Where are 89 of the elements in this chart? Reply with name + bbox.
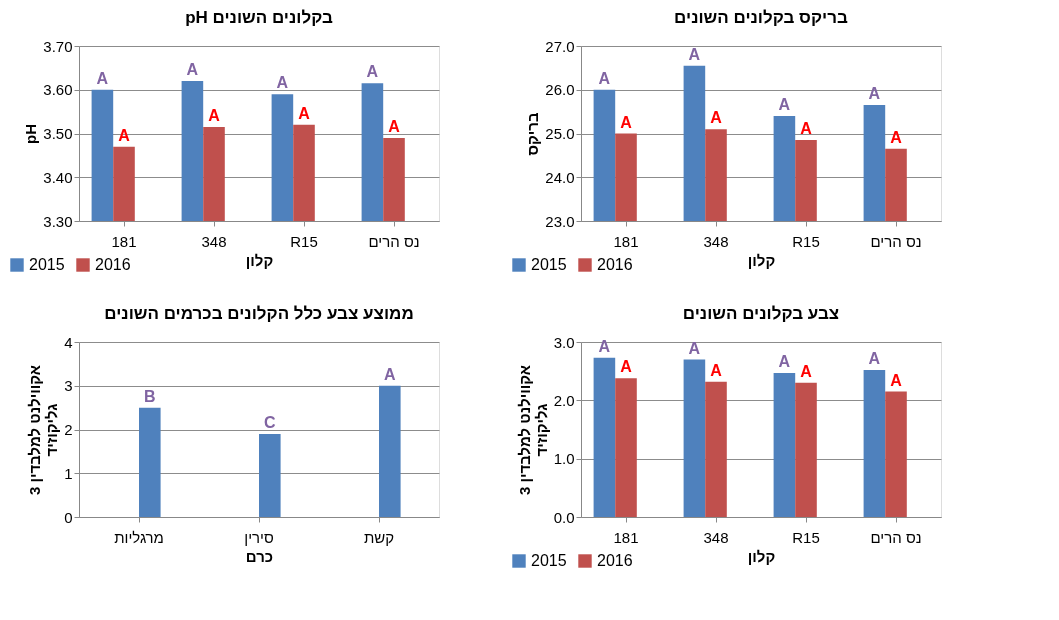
data-label: A xyxy=(890,371,903,389)
x-tick-label: 181 xyxy=(613,528,639,546)
bar xyxy=(615,378,637,517)
data-label: B xyxy=(144,387,156,405)
y-tick-label: 3.30 xyxy=(43,212,73,230)
x-tick-label: 348 xyxy=(201,232,227,250)
data-label: A xyxy=(868,350,881,367)
x-tick-label: סירין xyxy=(244,528,274,546)
y-axis-title: בריקס xyxy=(524,112,542,156)
data-label: A xyxy=(778,352,791,370)
data-label: A xyxy=(298,104,311,122)
bar xyxy=(139,407,161,517)
y-tick-label: 3.50 xyxy=(43,125,73,142)
data-label: A xyxy=(276,74,289,92)
chart-title: צבע בקלונים השונים xyxy=(682,304,840,323)
data-label: C xyxy=(264,413,277,431)
bar xyxy=(705,381,727,517)
legend-label: 2015 xyxy=(531,256,567,273)
x-axis-title: קלון xyxy=(245,251,274,269)
data-label: A xyxy=(620,358,633,376)
data-label: A xyxy=(598,69,611,87)
data-label: A xyxy=(688,45,701,63)
x-axis-title: קלון xyxy=(747,547,776,565)
data-label: A xyxy=(688,339,701,357)
x-axis-title: כרם xyxy=(245,547,274,565)
bar xyxy=(683,359,706,517)
x-tick-label: 348 xyxy=(703,528,729,546)
y-axis-title: pH xyxy=(22,124,40,144)
data-label: A xyxy=(208,106,221,124)
legend-label: 2015 xyxy=(531,552,567,569)
x-axis-title: קלון xyxy=(747,251,776,269)
y-tick-label: 0.0 xyxy=(553,508,575,526)
data-label: A xyxy=(710,361,723,379)
x-tick-label: R15 xyxy=(290,232,318,250)
data-label: A xyxy=(620,113,633,131)
chart-title: pH בקלונים השונים xyxy=(185,8,333,27)
x-tick-label: R15 xyxy=(792,232,820,250)
x-tick-label: נס הרים xyxy=(870,528,922,546)
data-label: A xyxy=(366,63,379,81)
data-label: A xyxy=(598,337,611,355)
legend-label: 2016 xyxy=(597,552,633,569)
x-tick-label: קשת xyxy=(363,528,395,546)
y-tick-label: 25.0 xyxy=(545,125,575,142)
bar xyxy=(885,391,907,517)
chart-title: ממוצע צבע כלל הקלונים בכרמים השונים xyxy=(104,304,414,323)
y-tick-label: 3 xyxy=(64,377,73,395)
data-label: A xyxy=(388,117,401,135)
y-tick-label: 27.0 xyxy=(545,37,575,55)
x-tick-label: 181 xyxy=(111,232,137,250)
legend-label: 2016 xyxy=(597,256,633,273)
data-label: A xyxy=(384,365,397,383)
data-label: A xyxy=(890,128,903,146)
y-axis-title: אקווילנט למלבדין 3 גליקוזיד xyxy=(515,364,550,496)
data-label: A xyxy=(710,109,723,127)
y-tick-label: 4 xyxy=(64,333,73,351)
data-label: A xyxy=(800,362,813,380)
bar xyxy=(379,385,401,517)
y-tick-label: 0 xyxy=(64,508,73,526)
y-tick-label: 23.0 xyxy=(545,212,575,230)
y-tick-label: 2 xyxy=(64,421,73,438)
data-label: A xyxy=(96,69,109,87)
x-tick-label: 181 xyxy=(613,232,639,250)
data-label: A xyxy=(118,126,131,144)
y-tick-label: 2.0 xyxy=(553,391,575,409)
y-tick-label: 3.40 xyxy=(43,168,73,186)
data-label: A xyxy=(186,61,199,78)
y-tick-label: 3.60 xyxy=(43,81,73,99)
x-tick-label: נס הרים xyxy=(870,232,922,250)
y-tick-label: 24.0 xyxy=(545,168,575,186)
data-label: A xyxy=(800,120,813,138)
x-tick-label: נס הרים xyxy=(368,232,420,250)
bar xyxy=(773,372,796,517)
bar xyxy=(795,382,817,517)
x-tick-label: מרגליות xyxy=(114,528,164,546)
y-tick-label: 1.0 xyxy=(553,450,575,468)
bar xyxy=(593,357,616,517)
data-label: A xyxy=(778,96,791,113)
bar xyxy=(259,433,281,517)
x-tick-label: R15 xyxy=(792,528,820,546)
chart-title: בריקס בקלונים השונים xyxy=(674,8,848,27)
y-tick-label: 26.0 xyxy=(545,81,575,99)
y-tick-label: 3.0 xyxy=(553,333,575,351)
y-tick-label: 1 xyxy=(64,464,73,482)
bar xyxy=(863,370,886,517)
y-axis-title: אקווילנט למלבדין 3 גליקוזיד xyxy=(26,364,61,496)
legend-label: 2015 xyxy=(29,256,65,273)
y-tick-label: 3.70 xyxy=(43,37,73,55)
legend-label: 2016 xyxy=(95,256,131,273)
x-tick-label: 348 xyxy=(703,232,729,250)
